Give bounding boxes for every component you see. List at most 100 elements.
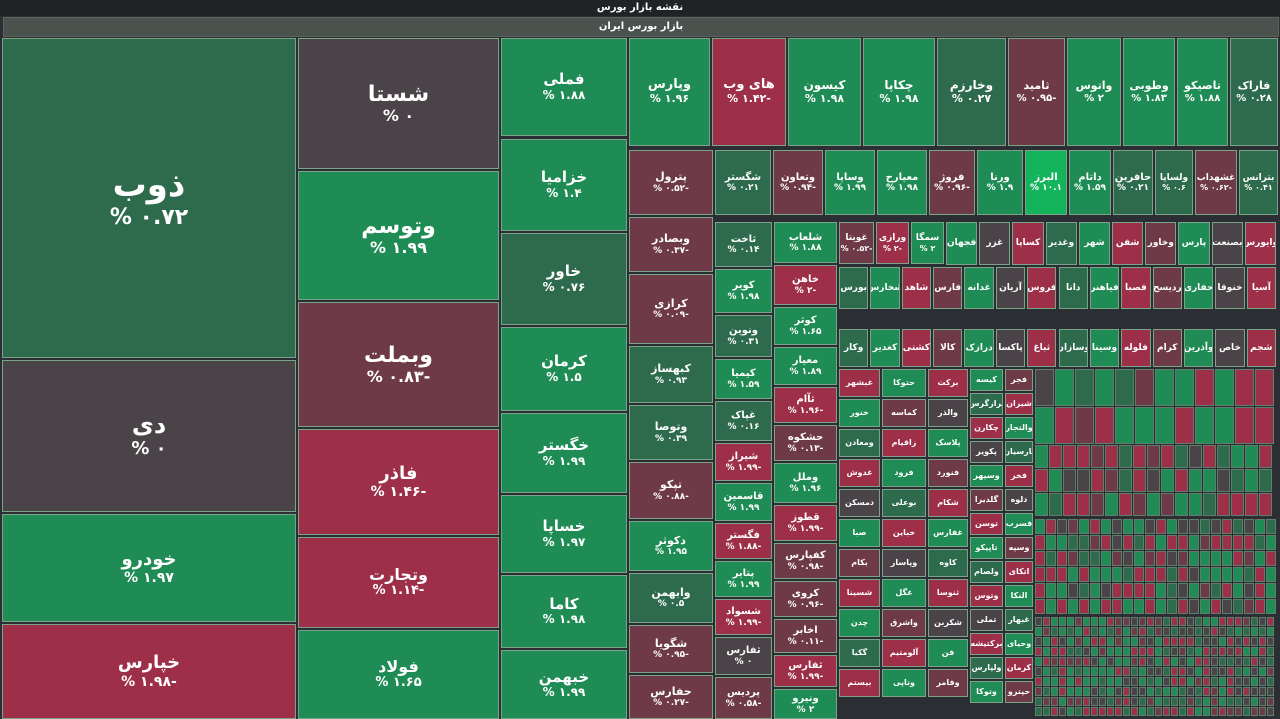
treemap-tile-tiny[interactable] [1211, 617, 1218, 626]
treemap-tile[interactable]: کوثر% ۱.۶۵ [774, 307, 837, 345]
treemap-tile-tiny[interactable] [1215, 407, 1234, 444]
treemap-tile-tiny[interactable] [1189, 583, 1199, 598]
treemap-tile-small[interactable]: شفن [1112, 222, 1144, 265]
treemap-tile-tiny[interactable] [1051, 617, 1058, 626]
treemap-tile-tiny[interactable] [1139, 667, 1146, 676]
treemap-tile-small[interactable]: حپترو [1005, 681, 1033, 703]
treemap-tile-small[interactable]: غزر [979, 222, 1011, 265]
treemap-tile-small[interactable]: زاقیام [882, 429, 926, 457]
treemap-tile-tiny[interactable] [1115, 637, 1122, 646]
treemap-tile[interactable]: شلعاب% ۱.۸۸ [774, 222, 837, 263]
treemap-tile-small[interactable]: غفارس [928, 519, 968, 547]
treemap-tile-tiny[interactable] [1167, 567, 1177, 582]
treemap-tile-tiny[interactable] [1123, 627, 1130, 636]
treemap-tile-tiny[interactable] [1200, 535, 1210, 550]
treemap-tile-tiny[interactable] [1035, 445, 1048, 468]
treemap-tile-tiny[interactable] [1147, 493, 1160, 516]
treemap-tile-small[interactable]: فجر [1005, 369, 1033, 391]
treemap-tile-tiny[interactable] [1075, 677, 1082, 686]
treemap-tile[interactable]: دی% ۰ [2, 360, 296, 512]
treemap-tile-tiny[interactable] [1083, 627, 1090, 636]
treemap-tile[interactable]: اخابر% ۰.۱۱- [774, 619, 837, 653]
treemap-tile-tiny[interactable] [1163, 697, 1170, 706]
treemap-tile-tiny[interactable] [1051, 627, 1058, 636]
treemap-tile-tiny[interactable] [1083, 647, 1090, 656]
treemap-tile-tiny[interactable] [1255, 599, 1265, 614]
treemap-tile-tiny[interactable] [1211, 599, 1221, 614]
treemap-tile-tiny[interactable] [1145, 551, 1155, 566]
treemap-tile-tiny[interactable] [1222, 567, 1232, 582]
treemap-tile[interactable]: چکاپا% ۱.۹۸ [863, 38, 935, 146]
treemap-tile-tiny[interactable] [1119, 469, 1132, 492]
treemap-tile-tiny[interactable] [1235, 407, 1254, 444]
treemap-tile[interactable]: فاذر% ۱.۴۶- [298, 429, 499, 535]
treemap-tile-tiny[interactable] [1147, 687, 1154, 696]
treemap-tile-tiny[interactable] [1091, 667, 1098, 676]
treemap-tile-tiny[interactable] [1266, 535, 1276, 550]
treemap-tile-small[interactable]: فصبا [1121, 267, 1151, 309]
treemap-tile-tiny[interactable] [1091, 469, 1104, 492]
treemap-tile-small[interactable]: خنور [839, 399, 880, 427]
treemap-tile[interactable]: کیسون% ۱.۹۸ [788, 38, 861, 146]
treemap-tile-tiny[interactable] [1075, 637, 1082, 646]
treemap-tile-tiny[interactable] [1195, 647, 1202, 656]
treemap-tile-tiny[interactable] [1245, 493, 1258, 516]
treemap-tile-tiny[interactable] [1200, 551, 1210, 566]
treemap-tile-small[interactable]: آلومتیم [882, 639, 926, 667]
treemap-tile-tiny[interactable] [1195, 407, 1214, 444]
treemap-tile-tiny[interactable] [1091, 637, 1098, 646]
treemap-tile-tiny[interactable] [1057, 535, 1067, 550]
treemap-tile-small[interactable]: کیسه [970, 369, 1003, 391]
treemap-tile-tiny[interactable] [1099, 697, 1106, 706]
treemap-tile-tiny[interactable] [1175, 445, 1188, 468]
treemap-tile-tiny[interactable] [1187, 697, 1194, 706]
treemap-tile-tiny[interactable] [1243, 697, 1250, 706]
treemap-tile-tiny[interactable] [1259, 617, 1266, 626]
treemap-tile-tiny[interactable] [1035, 469, 1048, 492]
treemap-tile-tiny[interactable] [1161, 493, 1174, 516]
treemap-tile[interactable]: ذوب% ۰.۷۲ [2, 38, 296, 358]
treemap-tile-tiny[interactable] [1187, 677, 1194, 686]
treemap-tile-tiny[interactable] [1107, 627, 1114, 636]
treemap-tile-tiny[interactable] [1233, 599, 1243, 614]
treemap-tile-tiny[interactable] [1077, 493, 1090, 516]
treemap-tile-tiny[interactable] [1211, 667, 1218, 676]
treemap-tile-tiny[interactable] [1255, 407, 1274, 444]
treemap-tile[interactable]: غپاک% ۰.۱۶ [715, 401, 772, 441]
treemap-tile-tiny[interactable] [1219, 627, 1226, 636]
treemap-tile-tiny[interactable] [1107, 667, 1114, 676]
treemap-tile-tiny[interactable] [1195, 369, 1214, 406]
treemap-tile-tiny[interactable] [1175, 493, 1188, 516]
treemap-tile-tiny[interactable] [1043, 637, 1050, 646]
treemap-tile-small[interactable]: پارس [1178, 222, 1210, 265]
treemap-tile-tiny[interactable] [1123, 599, 1133, 614]
treemap-tile-tiny[interactable] [1147, 617, 1154, 626]
treemap-tile-tiny[interactable] [1112, 583, 1122, 598]
treemap-tile-tiny[interactable] [1233, 567, 1243, 582]
treemap-tile[interactable]: کرمان% ۱.۵ [501, 327, 627, 411]
treemap-tile-tiny[interactable] [1163, 687, 1170, 696]
treemap-tile-tiny[interactable] [1105, 469, 1118, 492]
treemap-tile-tiny[interactable] [1203, 697, 1210, 706]
treemap-tile-tiny[interactable] [1255, 519, 1265, 534]
treemap-tile-tiny[interactable] [1179, 647, 1186, 656]
treemap-tile-small[interactable]: پکویر [970, 441, 1003, 463]
treemap-tile-tiny[interactable] [1235, 657, 1242, 666]
treemap-tile-tiny[interactable] [1195, 637, 1202, 646]
treemap-tile-tiny[interactable] [1046, 535, 1056, 550]
treemap-tile-tiny[interactable] [1134, 599, 1144, 614]
treemap-tile-tiny[interactable] [1063, 469, 1076, 492]
treemap-tile-tiny[interactable] [1171, 637, 1178, 646]
treemap-tile-tiny[interactable] [1211, 583, 1221, 598]
treemap-tile-small[interactable]: النکا [1005, 585, 1033, 607]
treemap-tile-tiny[interactable] [1251, 697, 1258, 706]
treemap-tile-small[interactable]: اتکای [1005, 561, 1033, 583]
treemap-tile-tiny[interactable] [1043, 677, 1050, 686]
treemap-tile-tiny[interactable] [1211, 697, 1218, 706]
treemap-tile[interactable]: خاهن% ۲- [774, 265, 837, 305]
treemap-tile-tiny[interactable] [1259, 677, 1266, 686]
treemap-tile-tiny[interactable] [1139, 617, 1146, 626]
treemap-tile-tiny[interactable] [1195, 627, 1202, 636]
treemap-tile-tiny[interactable] [1179, 697, 1186, 706]
treemap-tile-tiny[interactable] [1105, 493, 1118, 516]
